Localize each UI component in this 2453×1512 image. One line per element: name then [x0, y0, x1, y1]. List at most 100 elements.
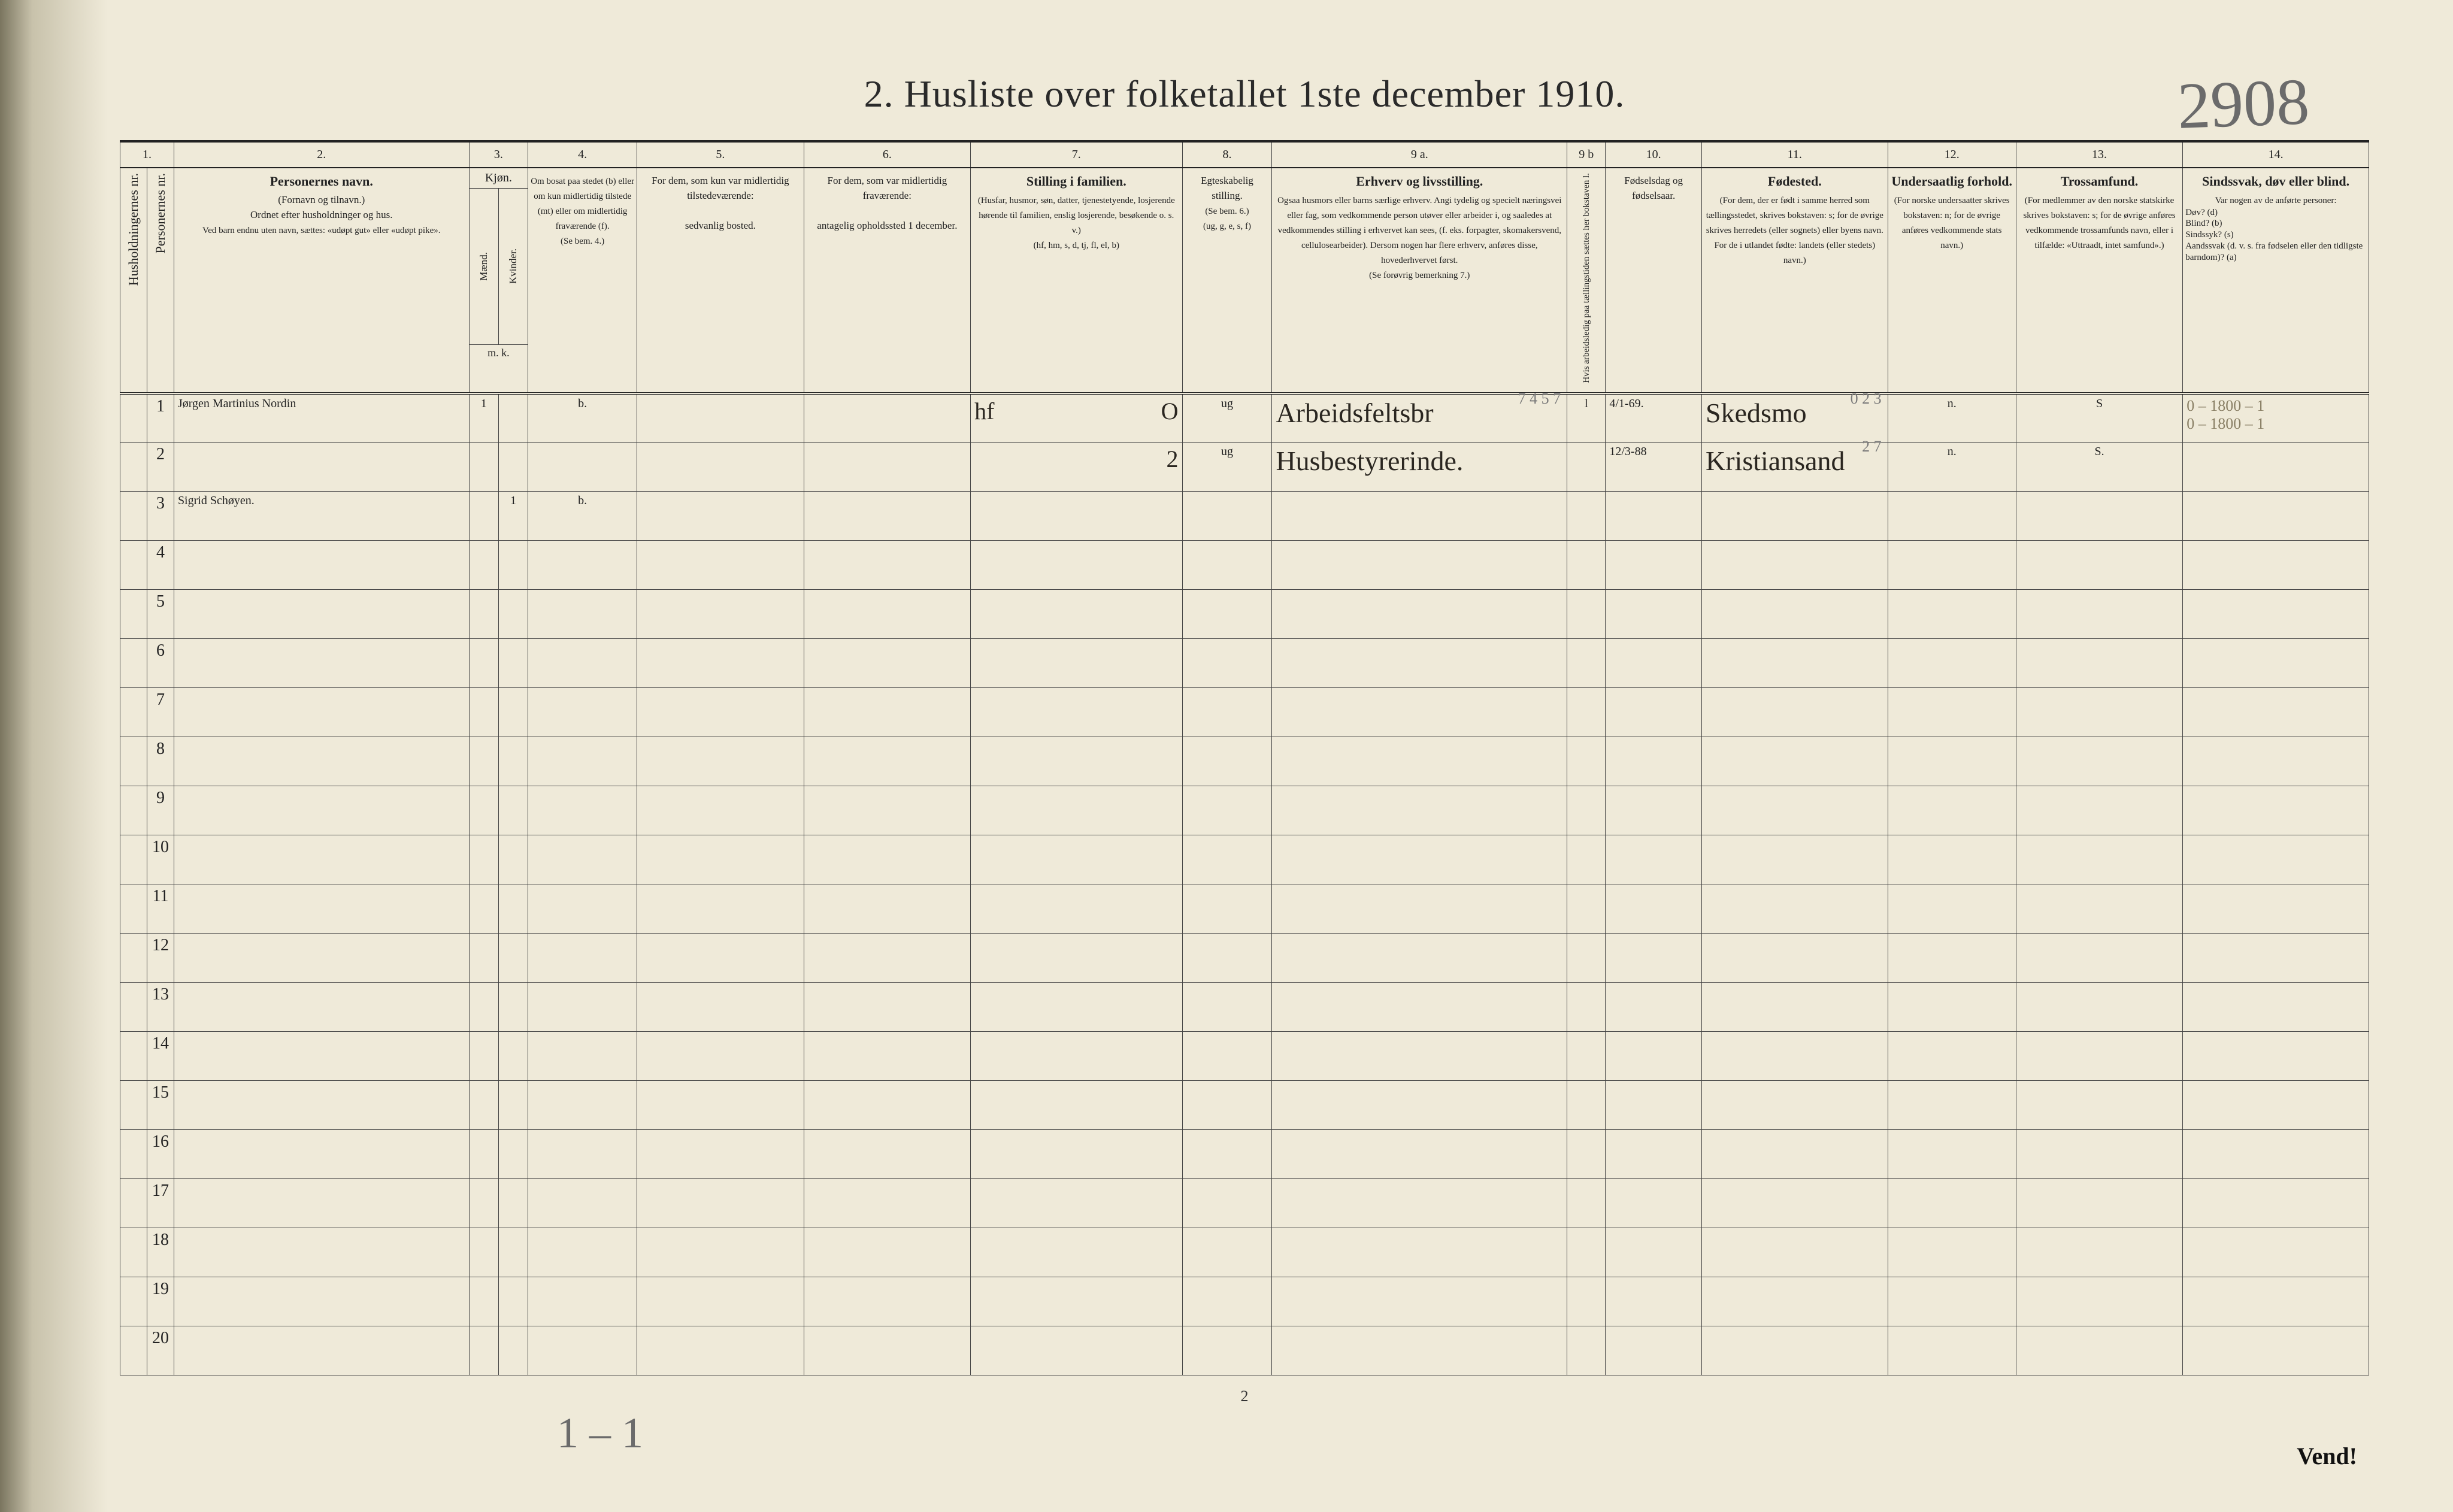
table-cell [120, 786, 147, 835]
table-cell [971, 835, 1182, 884]
table-cell: 1 [469, 393, 498, 443]
table-cell [1272, 1032, 1567, 1081]
table-cell [174, 1130, 469, 1179]
table-cell: 18 [147, 1228, 174, 1277]
table-cell [498, 1130, 528, 1179]
table-cell: 13 [147, 983, 174, 1032]
table-cell [1606, 934, 1702, 983]
table-cell [1702, 983, 1888, 1032]
table-cell: Sigrid Schøyen. [174, 492, 469, 541]
pencil-fraction: 1 – 1 [557, 1408, 643, 1458]
table-row: 16 [120, 1130, 2369, 1179]
table-cell: S. [2016, 443, 2182, 492]
table-cell [1888, 737, 2016, 786]
table-cell [637, 541, 804, 590]
table-cell [2016, 492, 2182, 541]
table-cell [1182, 1130, 1272, 1179]
hdr-midl-fravaer: For dem, som var midlertidig fraværende:… [804, 168, 970, 393]
table-cell [120, 983, 147, 1032]
table-cell [637, 934, 804, 983]
table-cell: 17 [147, 1179, 174, 1228]
table-cell [1567, 786, 1606, 835]
table-cell [971, 934, 1182, 983]
table-cell [1888, 639, 2016, 688]
col-num-4: 4. [528, 141, 637, 168]
table-cell [1702, 1081, 1888, 1130]
table-cell [804, 443, 970, 492]
table-cell [1606, 1130, 1702, 1179]
table-cell [1702, 835, 1888, 884]
table-cell [469, 1130, 498, 1179]
table-cell [804, 786, 970, 835]
table-cell [528, 1228, 637, 1277]
table-cell: 14 [147, 1032, 174, 1081]
table-cell [637, 1277, 804, 1326]
table-cell [1567, 983, 1606, 1032]
table-cell [971, 1081, 1182, 1130]
table-cell [2183, 443, 2369, 492]
table-cell [1182, 1032, 1272, 1081]
table-row: 19 [120, 1277, 2369, 1326]
table-cell [528, 1081, 637, 1130]
table-cell [2016, 590, 2182, 639]
table-cell [2183, 786, 2369, 835]
table-cell [1702, 1179, 1888, 1228]
table-cell [2183, 590, 2369, 639]
table-cell [1702, 492, 1888, 541]
page-title: 2. Husliste over folketallet 1ste decemb… [120, 72, 2369, 116]
table-cell: 15 [147, 1081, 174, 1130]
hdr-bosat: Om bosat paa stedet (b) eller om kun mid… [528, 168, 637, 393]
table-cell [174, 884, 469, 934]
table-cell [498, 639, 528, 688]
col-num-8: 8. [1182, 141, 1272, 168]
table-cell [469, 1081, 498, 1130]
table-cell [804, 737, 970, 786]
table-cell [528, 835, 637, 884]
table-cell: Arbeidsfeltsbr7 4 5 7 [1272, 393, 1567, 443]
table-cell [804, 492, 970, 541]
table-cell [2016, 786, 2182, 835]
table-cell [1888, 1277, 2016, 1326]
table-row: 14 [120, 1032, 2369, 1081]
col-num-9b: 9 b [1567, 141, 1606, 168]
hdr-undersaatlig: Undersaatlig forhold. (For norske unders… [1888, 168, 2016, 393]
table-cell [637, 1326, 804, 1375]
table-cell [469, 884, 498, 934]
table-cell [498, 786, 528, 835]
table-cell [2016, 1130, 2182, 1179]
table-cell [1606, 1081, 1702, 1130]
table-cell [1606, 983, 1702, 1032]
table-cell [1888, 1326, 2016, 1375]
table-cell: l [1567, 393, 1606, 443]
table-cell [1888, 983, 2016, 1032]
table-cell [2016, 934, 2182, 983]
hdr-erhverv: Erhverv og livsstilling. Ogsaa husmors e… [1272, 168, 1567, 393]
table-cell [1272, 1228, 1567, 1277]
table-cell [1888, 1228, 2016, 1277]
table-cell [637, 835, 804, 884]
table-cell [2016, 639, 2182, 688]
table-cell [2016, 541, 2182, 590]
table-cell [971, 1326, 1182, 1375]
table-cell [971, 639, 1182, 688]
table-row: 12 [120, 934, 2369, 983]
table-cell [1567, 541, 1606, 590]
table-cell: 8 [147, 737, 174, 786]
hdr-kjon: Kjøn. Mænd. Kvinder. m. k. [469, 168, 528, 393]
table-cell [2016, 1326, 2182, 1375]
table-cell [1702, 1032, 1888, 1081]
table-cell [120, 1081, 147, 1130]
table-cell [528, 1277, 637, 1326]
table-cell [469, 1228, 498, 1277]
table-cell [2183, 835, 2369, 884]
table-cell [498, 688, 528, 737]
hdr-navn: Personernes navn. (Fornavn og tilnavn.) … [174, 168, 469, 393]
table-cell [174, 1326, 469, 1375]
table-cell [528, 983, 637, 1032]
table-header: 1. 2. 3. 4. 5. 6. 7. 8. 9 a. 9 b 10. 11.… [120, 141, 2369, 393]
table-cell [1606, 541, 1702, 590]
table-cell [1567, 884, 1606, 934]
table-row: 22ugHusbestyrerinde.12/3-88Kristiansand2… [120, 443, 2369, 492]
table-cell [1182, 1326, 1272, 1375]
table-cell [971, 884, 1182, 934]
